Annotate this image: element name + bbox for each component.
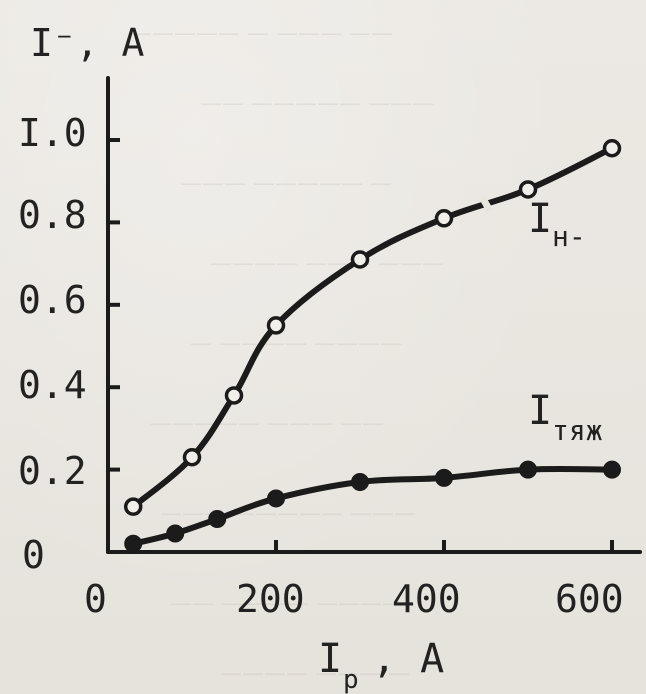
series-label-lower: I тяж	[528, 388, 603, 447]
series-label-main: I	[528, 196, 552, 242]
series-label-upper: I н‑	[528, 196, 586, 253]
x-tick-label: 400	[392, 577, 461, 621]
data-point	[224, 386, 244, 405]
data-point	[123, 497, 143, 516]
svg-text:———— ——— ———: ———— ——— ———	[210, 251, 444, 276]
x-axis-title-unit: , A	[372, 636, 444, 682]
axes	[106, 76, 642, 554]
x-axis-title: I p , A	[318, 636, 444, 694]
data-point	[208, 510, 227, 529]
x-tick-label: 200	[236, 577, 305, 621]
series-layer	[123, 138, 622, 553]
y-axis-ticks	[106, 138, 120, 472]
series-upper	[123, 138, 622, 516]
y-tick-label: 0.6	[18, 278, 87, 322]
series-label-subscript: тяж	[552, 414, 603, 447]
x-tick-label: 0	[84, 577, 107, 621]
y-axis-title: I⁻, A	[30, 21, 145, 65]
svg-text:—— ————— ———: —— ————— ———	[200, 91, 434, 116]
data-point	[350, 250, 370, 269]
data-point	[603, 460, 621, 479]
y-tick-label: I.0	[18, 111, 87, 155]
svg-text:— ———— ————: — ———— ————	[190, 331, 402, 356]
y-tick-label: 0	[22, 533, 45, 577]
data-point	[602, 138, 622, 158]
data-point	[518, 180, 538, 199]
y-tick-label: 0.2	[18, 449, 87, 493]
line-gap	[478, 195, 494, 213]
x-axis-title-subscript: p	[343, 665, 359, 694]
data-point	[434, 209, 454, 228]
svg-text:——— ————— —: ——— ————— —	[180, 171, 392, 196]
y-tick-labels: 0 0.2 0.4 0.6 0.8 I.0	[18, 111, 87, 577]
series-label-subscript: н‑	[552, 220, 586, 253]
svg-text:——— ————— ———: ——— ————— ———	[160, 501, 416, 526]
y-tick-label: 0.8	[18, 193, 87, 237]
paper-texture: ————— — ——— —— —— ————— ——— ——— ————— — …	[130, 21, 444, 686]
series-label-main: I	[528, 388, 552, 434]
y-tick-label: 0.4	[18, 363, 87, 407]
data-point	[124, 534, 143, 553]
data-point	[166, 524, 185, 543]
svg-text:—— ———— ————: —— ———— ————	[170, 591, 404, 616]
x-tick-label: 600	[555, 577, 624, 621]
x-axis-ticks	[274, 540, 614, 554]
svg-text:————— ——— ——: ————— ——— ——	[150, 411, 384, 436]
svg-text:———— ——— —: ———— ——— —	[220, 661, 410, 686]
data-point	[267, 489, 285, 508]
series-lower	[124, 460, 621, 553]
data-point	[435, 468, 453, 487]
x-axis-title-main: I	[318, 636, 342, 682]
data-point	[182, 447, 202, 467]
data-point	[351, 472, 369, 491]
data-point	[266, 316, 286, 335]
data-point	[519, 460, 537, 479]
x-tick-labels: 0 200 400 600	[84, 577, 624, 621]
svg-text:————— — ——— ——: ————— — ——— ——	[130, 21, 393, 46]
